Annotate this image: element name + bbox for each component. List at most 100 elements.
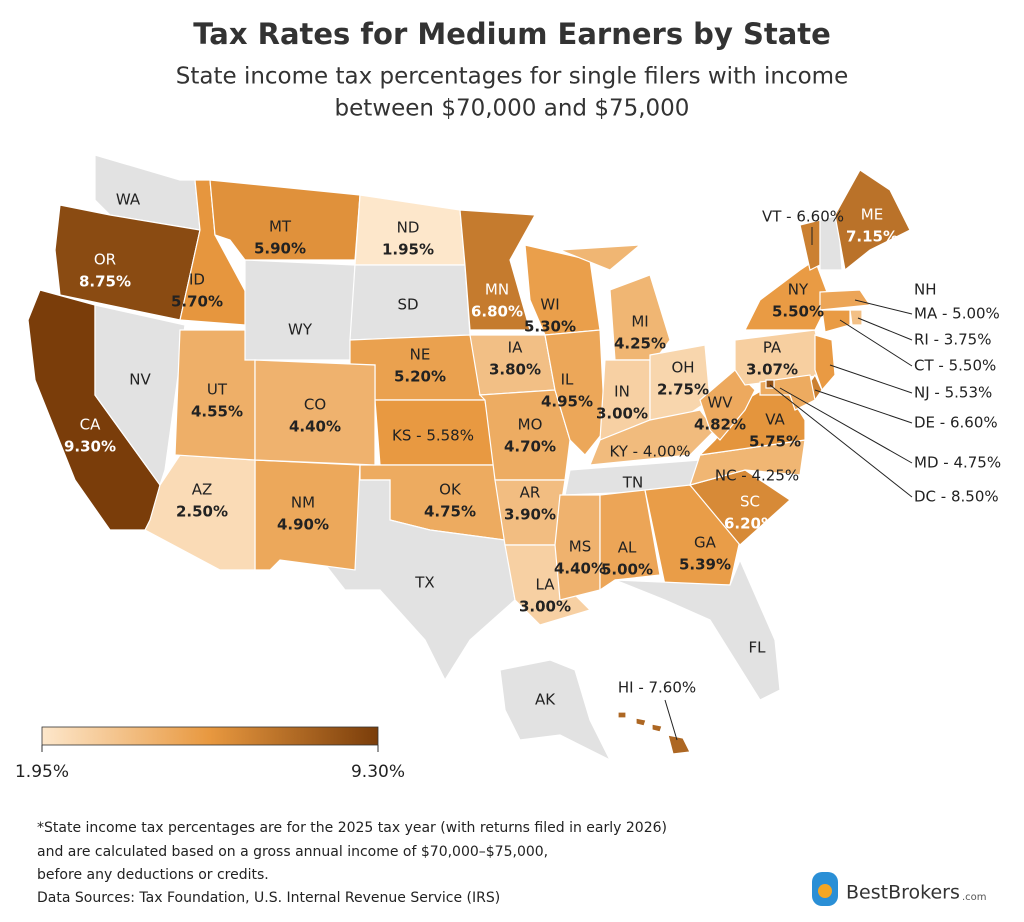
callout-line [769,384,913,498]
state [819,214,843,271]
footnote: before any deductions or credits. [37,867,269,883]
state-rate: 4.90% [277,516,329,534]
state-abbr: OH [671,359,694,377]
state-label: VT - 6.60% [762,208,844,226]
state-rate: 5.75% [749,433,801,451]
state-abbr: NE [410,346,431,364]
state-rate: 5.39% [679,556,731,574]
state-abbr: CO [304,396,326,414]
callout-line [854,299,913,315]
state-rate: 4.40% [554,560,606,578]
state-rate: 4.82% [694,416,746,434]
state-rate: 5.70% [171,293,223,311]
state-abbr: PA [763,339,782,357]
logo-name: BestBrokers [846,882,960,904]
state-label: KS - 5.58% [392,427,474,445]
state-rate: 5.90% [254,240,306,258]
footnote: Data Sources: Tax Foundation, U.S. Inter… [37,890,500,906]
subtitle: between $70,000 and $75,000 [335,96,690,122]
state-rate: 5.20% [394,368,446,386]
state-abbr: MO [518,416,543,434]
state-rate: 4.40% [289,418,341,436]
states [27,154,911,762]
callout-line [664,699,678,741]
state [554,494,601,601]
legend-label: 1.95% [15,762,69,782]
callout-line [779,387,913,464]
state-rate: 2.50% [176,503,228,521]
callout-line [814,389,913,424]
state-rate: 9.30% [64,438,116,456]
state-abbr: CA [80,416,101,434]
state-abbr: WY [288,321,313,339]
state-label: HI - 7.60% [618,679,696,697]
state-abbr: AL [618,539,637,557]
state-abbr: OR [94,251,116,269]
state-label: CT - 5.50% [914,357,996,375]
state [834,169,911,272]
state-label: KY - 4.00% [609,443,690,461]
state-abbr: MI [631,313,648,331]
state [617,711,627,719]
callout-line [857,317,913,341]
state-rate: 4.55% [191,403,243,421]
state-rate: 3.00% [596,405,648,423]
callout-line [839,319,913,367]
state-abbr: TX [414,574,434,592]
state-rate: 3.80% [489,361,541,379]
state-abbr: ND [397,219,420,237]
state-abbr: SC [740,493,760,511]
title: Tax Rates for Medium Earners by State [193,17,831,51]
state [544,329,606,456]
state [459,209,536,331]
state-label: RI - 3.75% [914,331,991,349]
state-rate: 5.00% [601,561,653,579]
state-abbr: NV [129,371,151,389]
state-label: DC - 8.50% [914,488,999,506]
state-abbr: NY [788,281,809,299]
state [651,723,663,733]
state-rate: 4.95% [541,393,593,411]
state-abbr: IN [614,383,630,401]
state-rate: 8.75% [79,273,131,291]
state [649,344,711,421]
state-abbr: AR [520,484,541,502]
state [254,359,376,466]
state-rate: 3.07% [746,361,798,379]
state [599,489,661,592]
state-label: NJ - 5.53% [914,384,992,402]
state-rate: 5.30% [524,318,576,336]
footnote: and are calculated based on a gross annu… [37,844,548,860]
state [667,734,691,755]
state-rate: 1.95% [382,241,434,259]
state-rate: 7.15% [846,228,898,246]
legend-label: 9.30% [351,762,405,782]
logo: BestBrokers .com [812,872,987,906]
state-rate: 6.80% [471,303,523,321]
state-label: DE - 6.60% [914,414,998,432]
state-rate: 2.75% [657,381,709,399]
logo-icon [818,884,832,898]
state-abbr: WI [540,296,559,314]
state-abbr: TN [622,474,643,492]
state-rate: 3.90% [504,506,556,524]
state [814,334,836,392]
state [244,259,356,361]
state-abbr: MN [485,281,509,299]
logo-suffix: .com [962,892,987,903]
state-abbr: ME [861,206,883,224]
state [819,289,872,311]
state-abbr: ID [189,271,205,289]
state-label: MA - 5.00% [914,305,1000,323]
state [821,309,851,333]
state-abbr: IA [508,339,523,357]
state-abbr: NH [914,281,937,299]
state-abbr: WA [116,191,141,209]
state-rate: 3.00% [519,598,571,616]
subtitle: State income tax percentages for single … [176,64,848,90]
state-abbr: SD [397,296,418,314]
state-abbr: UT [207,381,228,399]
state-rate: 4.25% [614,335,666,353]
state [644,484,741,586]
